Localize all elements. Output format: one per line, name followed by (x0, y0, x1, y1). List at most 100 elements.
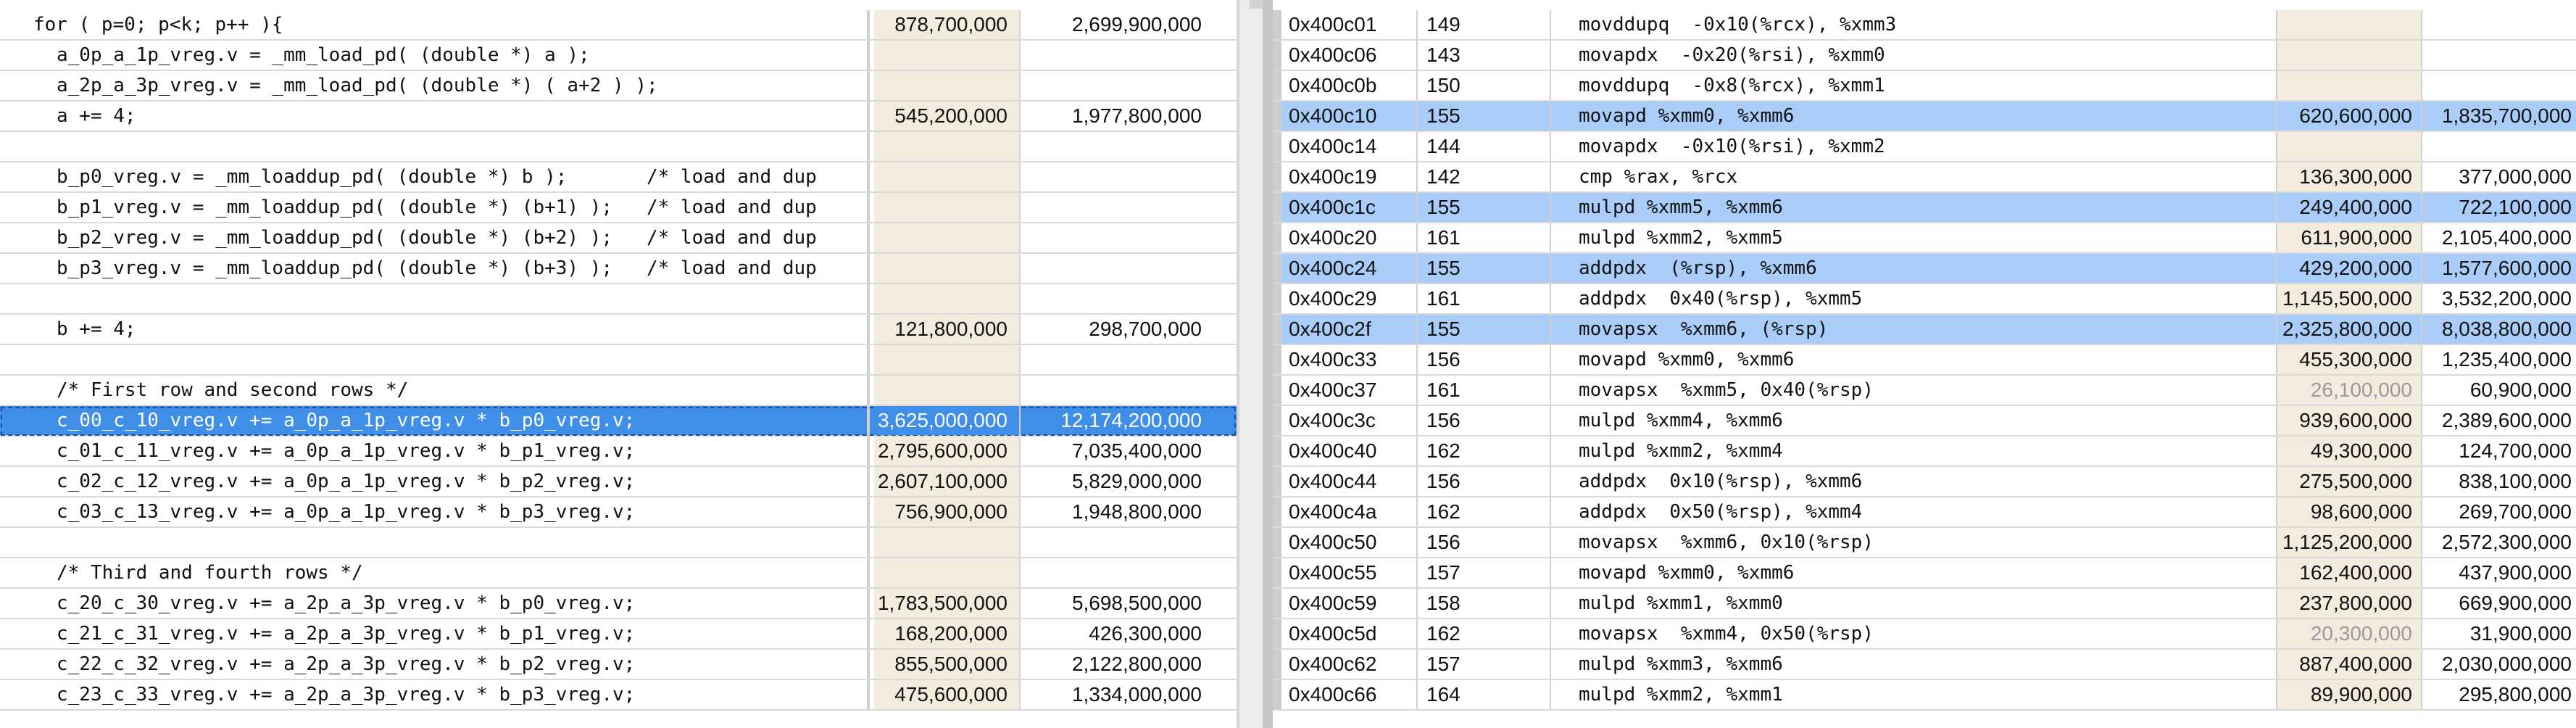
instruction-text: addpdx 0x40(%rsp), %xmm5 (1551, 284, 2277, 313)
metric-1-value: 89,900,000 (2277, 680, 2422, 709)
source-code-text: c_21_c_31_vreg.v += a_2p_a_3p_vreg.v * b… (0, 619, 870, 648)
metric-1-value (874, 132, 1021, 161)
source-row[interactable]: b_p2_vreg.v = _mm_loaddup_pd( (double *)… (0, 223, 1237, 254)
source-row-selected[interactable]: c_00_c_10_vreg.v += a_0p_a_1p_vreg.v * b… (0, 406, 1237, 437)
row-gutter (1273, 132, 1281, 161)
metric-2-value (2424, 41, 2576, 70)
metric-2-value (1022, 193, 1213, 222)
instruction-address: 0x400c5d (1281, 619, 1418, 648)
assembly-row[interactable]: 0x400c55 157 movapd %xmm0, %xmm6 162,400,00… (1273, 558, 2576, 589)
source-code-text: c_20_c_30_vreg.v += a_2p_a_3p_vreg.v * b… (0, 589, 870, 618)
source-row[interactable]: b_p0_vreg.v = _mm_loaddup_pd( (double *)… (0, 162, 1237, 193)
metric-1-value: 249,400,000 (2277, 193, 2422, 222)
assembly-row[interactable]: 0x400c44 156 addpdx 0x10(%rsp), %xmm6 275,5… (1273, 467, 2576, 497)
instruction-text: movapsx %xmm6, 0x10(%rsp) (1551, 528, 2277, 557)
metric-2-value: 5,829,000,000 (1071, 470, 1202, 492)
source-row[interactable] (0, 345, 1237, 376)
source-row[interactable] (0, 284, 1237, 315)
source-row[interactable]: b += 4; 121,800,000 298,700,000 (0, 315, 1237, 345)
metric-1-value: 545,200,000 (874, 102, 1021, 131)
metric-1-value (2277, 132, 2422, 161)
assembly-row[interactable]: 0x400c0b 150 movddupq -0x8(%rcx), %xmm1 (1273, 71, 2576, 102)
assembly-view-pane[interactable]: 0x400c01 149 movddupq -0x10(%rcx), %xmm3 0x… (1273, 0, 2576, 728)
assembly-row[interactable]: 0x400c29 161 addpdx 0x40(%rsp), %xmm5 1,145… (1273, 284, 2576, 315)
source-row[interactable]: a += 4; 545,200,000 1,977,800,000 (0, 102, 1237, 132)
assembly-row-highlighted[interactable]: 0x400c2f 155 movapsx %xmm6, (%rsp) 2,325,80… (1273, 315, 2576, 345)
instruction-address: 0x400c01 (1281, 10, 1418, 39)
source-line-number: 155 (1418, 193, 1551, 222)
source-row[interactable]: b_p1_vreg.v = _mm_loaddup_pd( (double *)… (0, 193, 1237, 223)
assembly-row[interactable]: 0x400c37 161 movapsx %xmm5, 0x40(%rsp) 26,1… (1273, 376, 2576, 406)
source-row[interactable]: a_0p_a_1p_vreg.v = _mm_load_pd( (double … (0, 41, 1237, 71)
metric-2-value: 31,900,000 (2469, 622, 2572, 645)
assembly-row-highlighted[interactable]: 0x400c24 155 addpdx (%rsp), %xmm6 429,200,0… (1273, 254, 2576, 284)
source-view-pane[interactable]: for ( p=0; p<k; p++ ){878,700,000 2,699,9… (0, 0, 1237, 728)
source-row[interactable]: b_p3_vreg.v = _mm_loaddup_pd( (double *)… (0, 254, 1237, 284)
source-row[interactable]: c_23_c_33_vreg.v += a_2p_a_3p_vreg.v * b… (0, 680, 1237, 711)
metric-2-value (1022, 558, 1213, 587)
instruction-address: 0x400c59 (1281, 589, 1418, 618)
assembly-row-highlighted[interactable]: 0x400c1c 155 mulpd %xmm5, %xmm6 249,400,000… (1273, 193, 2576, 223)
source-row[interactable]: c_03_c_13_vreg.v += a_0p_a_1p_vreg.v * b… (0, 497, 1237, 528)
assembly-row[interactable]: 0x400c33 156 movapd %xmm0, %xmm6 455,300,00… (1273, 345, 2576, 376)
metric-2-value: 437,900,000 (2459, 561, 2572, 584)
metric-2-value: 722,100,000 (2459, 196, 2572, 218)
metric-1-value: 1,783,500,000 (874, 589, 1021, 618)
source-code-text: b_p2_vreg.v = _mm_loaddup_pd( (double *)… (0, 223, 870, 252)
metric-1-value (874, 284, 1021, 313)
source-code-text: c_22_c_32_vreg.v += a_2p_a_3p_vreg.v * b… (0, 650, 870, 679)
instruction-text: mulpd %xmm2, %xmm1 (1551, 680, 2277, 709)
source-row[interactable] (0, 528, 1237, 558)
row-gutter (1273, 497, 1281, 526)
row-gutter (1273, 284, 1281, 313)
source-code-text: a_0p_a_1p_vreg.v = _mm_load_pd( (double … (0, 41, 870, 70)
assembly-row[interactable]: 0x400c20 161 mulpd %xmm2, %xmm5 611,900,000… (1273, 223, 2576, 254)
source-row[interactable]: for ( p=0; p<k; p++ ){878,700,000 2,699,9… (0, 10, 1237, 41)
source-row[interactable]: /* First row and second rows */ (0, 376, 1237, 406)
source-row[interactable]: /* Third and fourth rows */ (0, 558, 1237, 589)
assembly-row-highlighted[interactable]: 0x400c10 155 movapd %xmm0, %xmm6 620,600,00… (1273, 102, 2576, 132)
source-line-number: 157 (1418, 650, 1551, 679)
assembly-row[interactable]: 0x400c4a 162 addpdx 0x50(%rsp), %xmm4 98,60… (1273, 497, 2576, 528)
assembly-row[interactable]: 0x400c59 158 mulpd %xmm1, %xmm0 237,800,000… (1273, 589, 2576, 619)
splitter-edge-right (1263, 0, 1273, 728)
metric-2-value (1022, 528, 1213, 557)
metric-1-value: 2,607,100,000 (874, 467, 1021, 496)
assembly-row[interactable]: 0x400c50 156 movapsx %xmm6, 0x10(%rsp) 1,12… (1273, 528, 2576, 558)
source-code-text (0, 528, 870, 557)
assembly-row[interactable]: 0x400c40 162 mulpd %xmm2, %xmm4 49,300,000 1… (1273, 437, 2576, 467)
metric-1-value (874, 193, 1021, 222)
assembly-row[interactable]: 0x400c66 164 mulpd %xmm2, %xmm1 89,900,000 2… (1273, 680, 2576, 711)
instruction-text: mulpd %xmm3, %xmm6 (1551, 650, 2277, 679)
metric-2-value: 1,577,600,000 (2441, 257, 2572, 279)
assembly-row[interactable]: 0x400c14 144 movapdx -0x10(%rsi), %xmm2 (1273, 132, 2576, 162)
metric-2-value: 269,700,000 (2459, 500, 2572, 523)
instruction-address: 0x400c20 (1281, 223, 1418, 252)
assembly-row[interactable]: 0x400c19 142 cmp %rax, %rcx 136,300,000 377,… (1273, 162, 2576, 193)
assembly-row[interactable]: 0x400c01 149 movddupq -0x10(%rcx), %xmm3 (1273, 10, 2576, 41)
assembly-row[interactable]: 0x400c06 143 movapdx -0x20(%rsi), %xmm0 (1273, 41, 2576, 71)
instruction-text: movapsx %xmm5, 0x40(%rsp) (1551, 376, 2277, 405)
source-row[interactable]: a_2p_a_3p_vreg.v = _mm_load_pd( (double … (0, 71, 1237, 102)
source-row[interactable]: c_01_c_11_vreg.v += a_0p_a_1p_vreg.v * b… (0, 437, 1237, 467)
row-gutter (1273, 589, 1281, 618)
assembly-row[interactable]: 0x400c5d 162 movapsx %xmm4, 0x50(%rsp) 20,3… (1273, 619, 2576, 650)
instruction-text: mulpd %xmm5, %xmm6 (1551, 193, 2277, 222)
source-row[interactable] (0, 132, 1237, 162)
metric-2-value: 298,700,000 (1089, 318, 1202, 340)
metric-2-value (1022, 376, 1213, 405)
source-row[interactable]: c_22_c_32_vreg.v += a_2p_a_3p_vreg.v * b… (0, 650, 1237, 680)
assembly-row[interactable]: 0x400c3c 156 mulpd %xmm4, %xmm6 939,600,000… (1273, 406, 2576, 437)
source-row[interactable]: c_21_c_31_vreg.v += a_2p_a_3p_vreg.v * b… (0, 619, 1237, 650)
metric-1-value: 2,795,600,000 (874, 437, 1021, 466)
pane-splitter[interactable] (1237, 0, 1273, 728)
row-gutter (1273, 315, 1281, 344)
row-gutter (1273, 254, 1281, 283)
metric-1-value (874, 223, 1021, 252)
assembly-row[interactable]: 0x400c62 157 mulpd %xmm3, %xmm6 887,400,000… (1273, 650, 2576, 680)
metric-2-value: 426,300,000 (1089, 622, 1202, 645)
source-row[interactable]: c_20_c_30_vreg.v += a_2p_a_3p_vreg.v * b… (0, 589, 1237, 619)
row-gutter (1273, 619, 1281, 648)
source-row[interactable]: c_02_c_12_vreg.v += a_0p_a_1p_vreg.v * b… (0, 467, 1237, 497)
instruction-address: 0x400c06 (1281, 41, 1418, 70)
